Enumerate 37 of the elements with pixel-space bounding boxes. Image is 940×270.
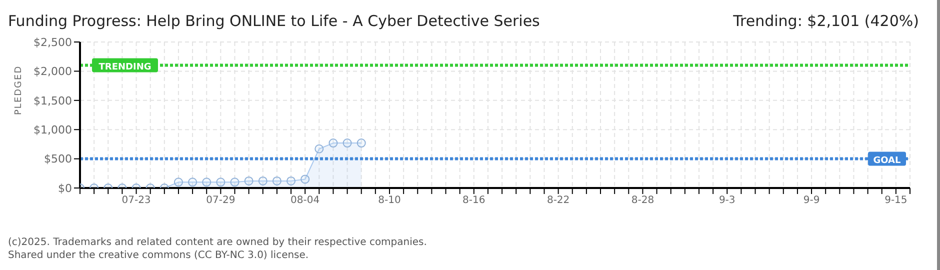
point (258, 176, 268, 186)
x-tick-label: 8-10 (378, 195, 401, 206)
point (174, 178, 183, 187)
x-tick-label: 8-16 (462, 195, 486, 206)
point (244, 176, 254, 186)
chart-subtitle: Trending: $2,101 (420%) (733, 12, 919, 30)
y-tick-label: $2,500 (34, 36, 72, 49)
ref-line-label: GOAL (873, 156, 902, 166)
x-tick-label: 8-22 (546, 195, 570, 206)
x-tick-label: 07-23 (122, 195, 151, 206)
y-axis-title: PLEDGED (14, 65, 24, 115)
x-tick-label: 9-3 (718, 195, 736, 206)
point (202, 178, 212, 187)
point (272, 176, 282, 186)
y-tick-label: $500 (44, 152, 72, 166)
x-tick-label: 9-9 (803, 195, 820, 206)
ref-line-label: TRENDING (98, 62, 152, 72)
point (342, 138, 352, 148)
x-tick-label: 9-15 (884, 195, 908, 206)
point (314, 144, 324, 154)
point (216, 178, 226, 187)
x-tick-label: 07-29 (206, 195, 236, 206)
point (188, 178, 198, 187)
x-tick-label: 08-04 (290, 195, 320, 206)
y-tick-label: $0 (58, 182, 72, 195)
y-tick-label: $1,000 (34, 124, 72, 137)
point (356, 138, 366, 148)
point (300, 174, 310, 184)
text: Shared under the creative commons (CC BY-NC 3.0) license. (8, 249, 310, 262)
point (328, 138, 338, 148)
chart-title: Funding Progress: Help Bring ONLINE to Life - A Cyber Detective Series (8, 12, 540, 30)
y-tick-label: $1,500 (34, 94, 72, 108)
y-tick-label: $2,000 (34, 65, 72, 78)
text: (c)2025. Trademarks and related content are owned by their respective companies. (8, 236, 427, 249)
point (286, 176, 296, 186)
x-tick-label: 8-28 (631, 195, 654, 206)
point (230, 178, 240, 187)
